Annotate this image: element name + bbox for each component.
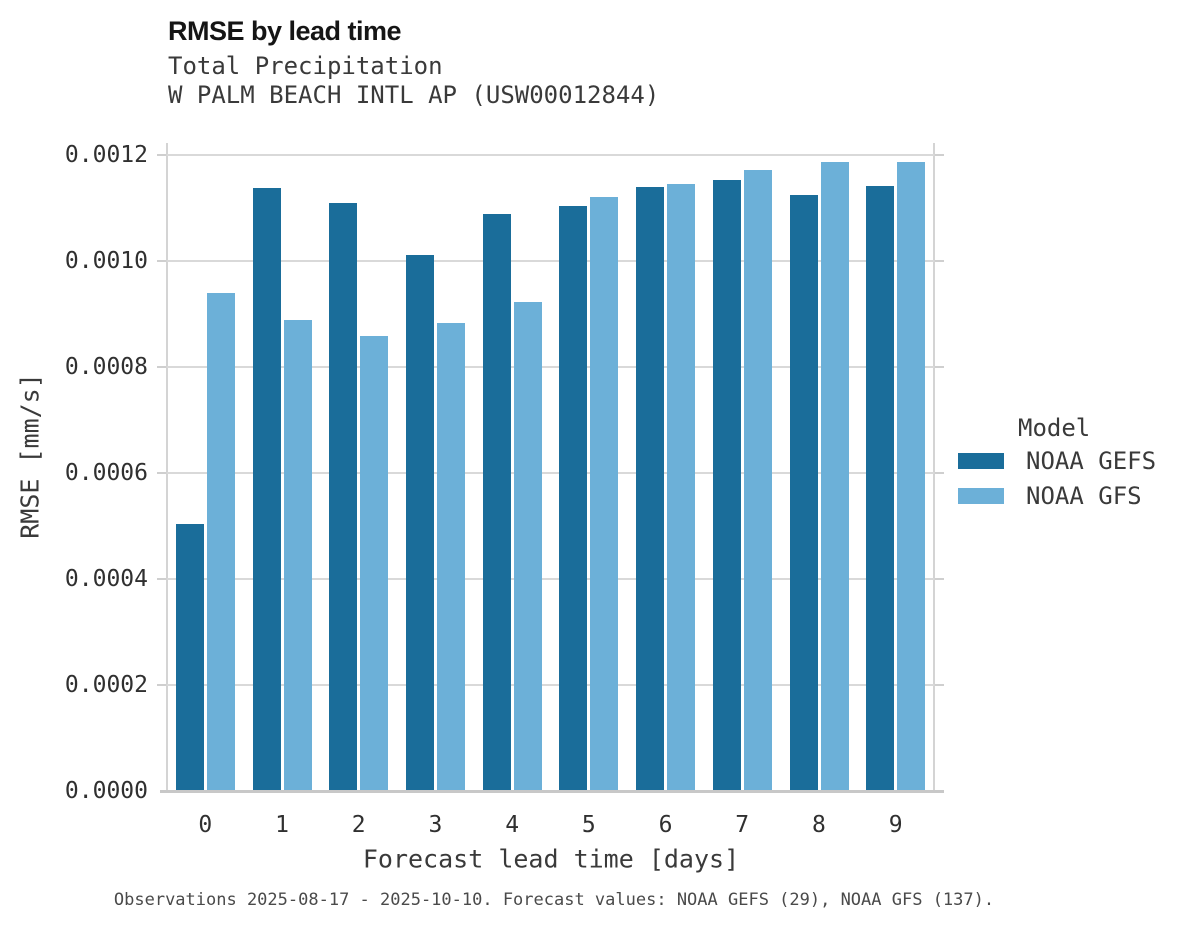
x-tick-label: 1 [275, 812, 289, 838]
x-axis-title: Forecast lead time [days] [362, 844, 740, 874]
chart-subtitle-variable: Total Precipitation [168, 52, 443, 80]
legend: Model NOAA GEFS NOAA GFS [958, 413, 1156, 513]
bar-noaa-gfs-lead-8 [820, 162, 849, 791]
bar-noaa-gfs-lead-9 [897, 162, 926, 791]
plot-area [167, 154, 934, 791]
y-tick-mark [935, 260, 944, 262]
bar-noaa-gfs-lead-5 [590, 196, 619, 791]
x-tick-label: 6 [658, 812, 673, 838]
bar-noaa-gefs-lead-0 [175, 524, 204, 791]
y-tick-label: 0.0006 [64, 460, 148, 486]
gridline [167, 472, 934, 474]
bar-noaa-gefs-lead-4 [482, 214, 511, 791]
bar-noaa-gefs-lead-2 [329, 202, 358, 791]
y-tick-label: 0.0002 [64, 672, 148, 698]
legend-entry-label: NOAA GFS [1026, 481, 1142, 510]
y-tick-mark [935, 578, 944, 580]
bar-noaa-gfs-lead-0 [206, 292, 235, 791]
legend-entry: NOAA GFS [958, 478, 1156, 513]
y-tick-mark [157, 578, 166, 580]
x-tick-label: 0 [198, 812, 213, 838]
y-tick-label: 0.0004 [64, 566, 148, 592]
gridline [167, 154, 934, 156]
gridline [167, 578, 934, 580]
bar-noaa-gefs-lead-3 [406, 254, 434, 791]
legend-entry: NOAA GEFS [958, 443, 1156, 478]
gridline [167, 684, 934, 686]
y-tick-label: 0.0010 [64, 248, 148, 274]
bar-noaa-gfs-lead-3 [437, 322, 465, 791]
y-tick-label: 0.0008 [64, 354, 148, 380]
y-tick-mark [935, 366, 944, 368]
right-axis-spine [933, 143, 935, 791]
y-tick-mark [157, 684, 166, 686]
bar-noaa-gfs-lead-2 [360, 335, 389, 791]
x-tick-label: 4 [505, 812, 520, 838]
bar-noaa-gefs-lead-7 [712, 180, 741, 791]
bar-noaa-gefs-lead-5 [559, 206, 588, 791]
x-tick-label: 2 [351, 812, 366, 838]
bar-noaa-gefs-lead-8 [789, 195, 818, 791]
chart-subtitle-station: W PALM BEACH INTL AP (USW00012844) [168, 81, 660, 109]
bar-noaa-gfs-lead-6 [667, 183, 696, 791]
bar-noaa-gefs-lead-1 [252, 187, 281, 791]
gridline [167, 366, 934, 368]
legend-entries: NOAA GEFS NOAA GFS [958, 443, 1156, 513]
y-tick-label: 0.0000 [64, 778, 148, 804]
legend-entry-label: NOAA GEFS [1026, 446, 1157, 475]
y-tick-mark [935, 154, 944, 156]
y-tick-mark [935, 684, 944, 686]
legend-swatch-noaa-gfs [958, 487, 1004, 504]
chart-title: RMSE by lead time [168, 16, 402, 46]
bar-noaa-gfs-lead-7 [743, 170, 772, 791]
y-axis-title: RMSE [mm/s] [15, 373, 45, 539]
left-axis-spine [166, 143, 168, 791]
y-tick-mark [157, 366, 166, 368]
bar-noaa-gefs-lead-6 [636, 187, 665, 791]
y-tick-mark [935, 472, 944, 474]
legend-swatch-noaa-gefs [958, 452, 1004, 469]
y-tick-mark [157, 260, 166, 262]
x-tick-label: 9 [888, 812, 903, 838]
x-axis-line [160, 790, 944, 793]
x-tick-label: 3 [428, 812, 443, 838]
y-tick-mark [157, 154, 166, 156]
bar-noaa-gfs-lead-4 [513, 302, 542, 791]
x-tick-label: 8 [812, 812, 826, 838]
bar-noaa-gfs-lead-1 [283, 319, 312, 791]
y-tick-mark [157, 472, 166, 474]
gridline [167, 260, 934, 262]
x-tick-label: 7 [735, 812, 750, 838]
y-tick-label: 0.0012 [64, 142, 148, 168]
x-tick-label: 5 [581, 812, 596, 838]
legend-title: Model [1018, 414, 1091, 442]
bar-noaa-gefs-lead-9 [866, 186, 895, 791]
footer-caption: Observations 2025-08-17 - 2025-10-10. Fo… [113, 890, 995, 910]
